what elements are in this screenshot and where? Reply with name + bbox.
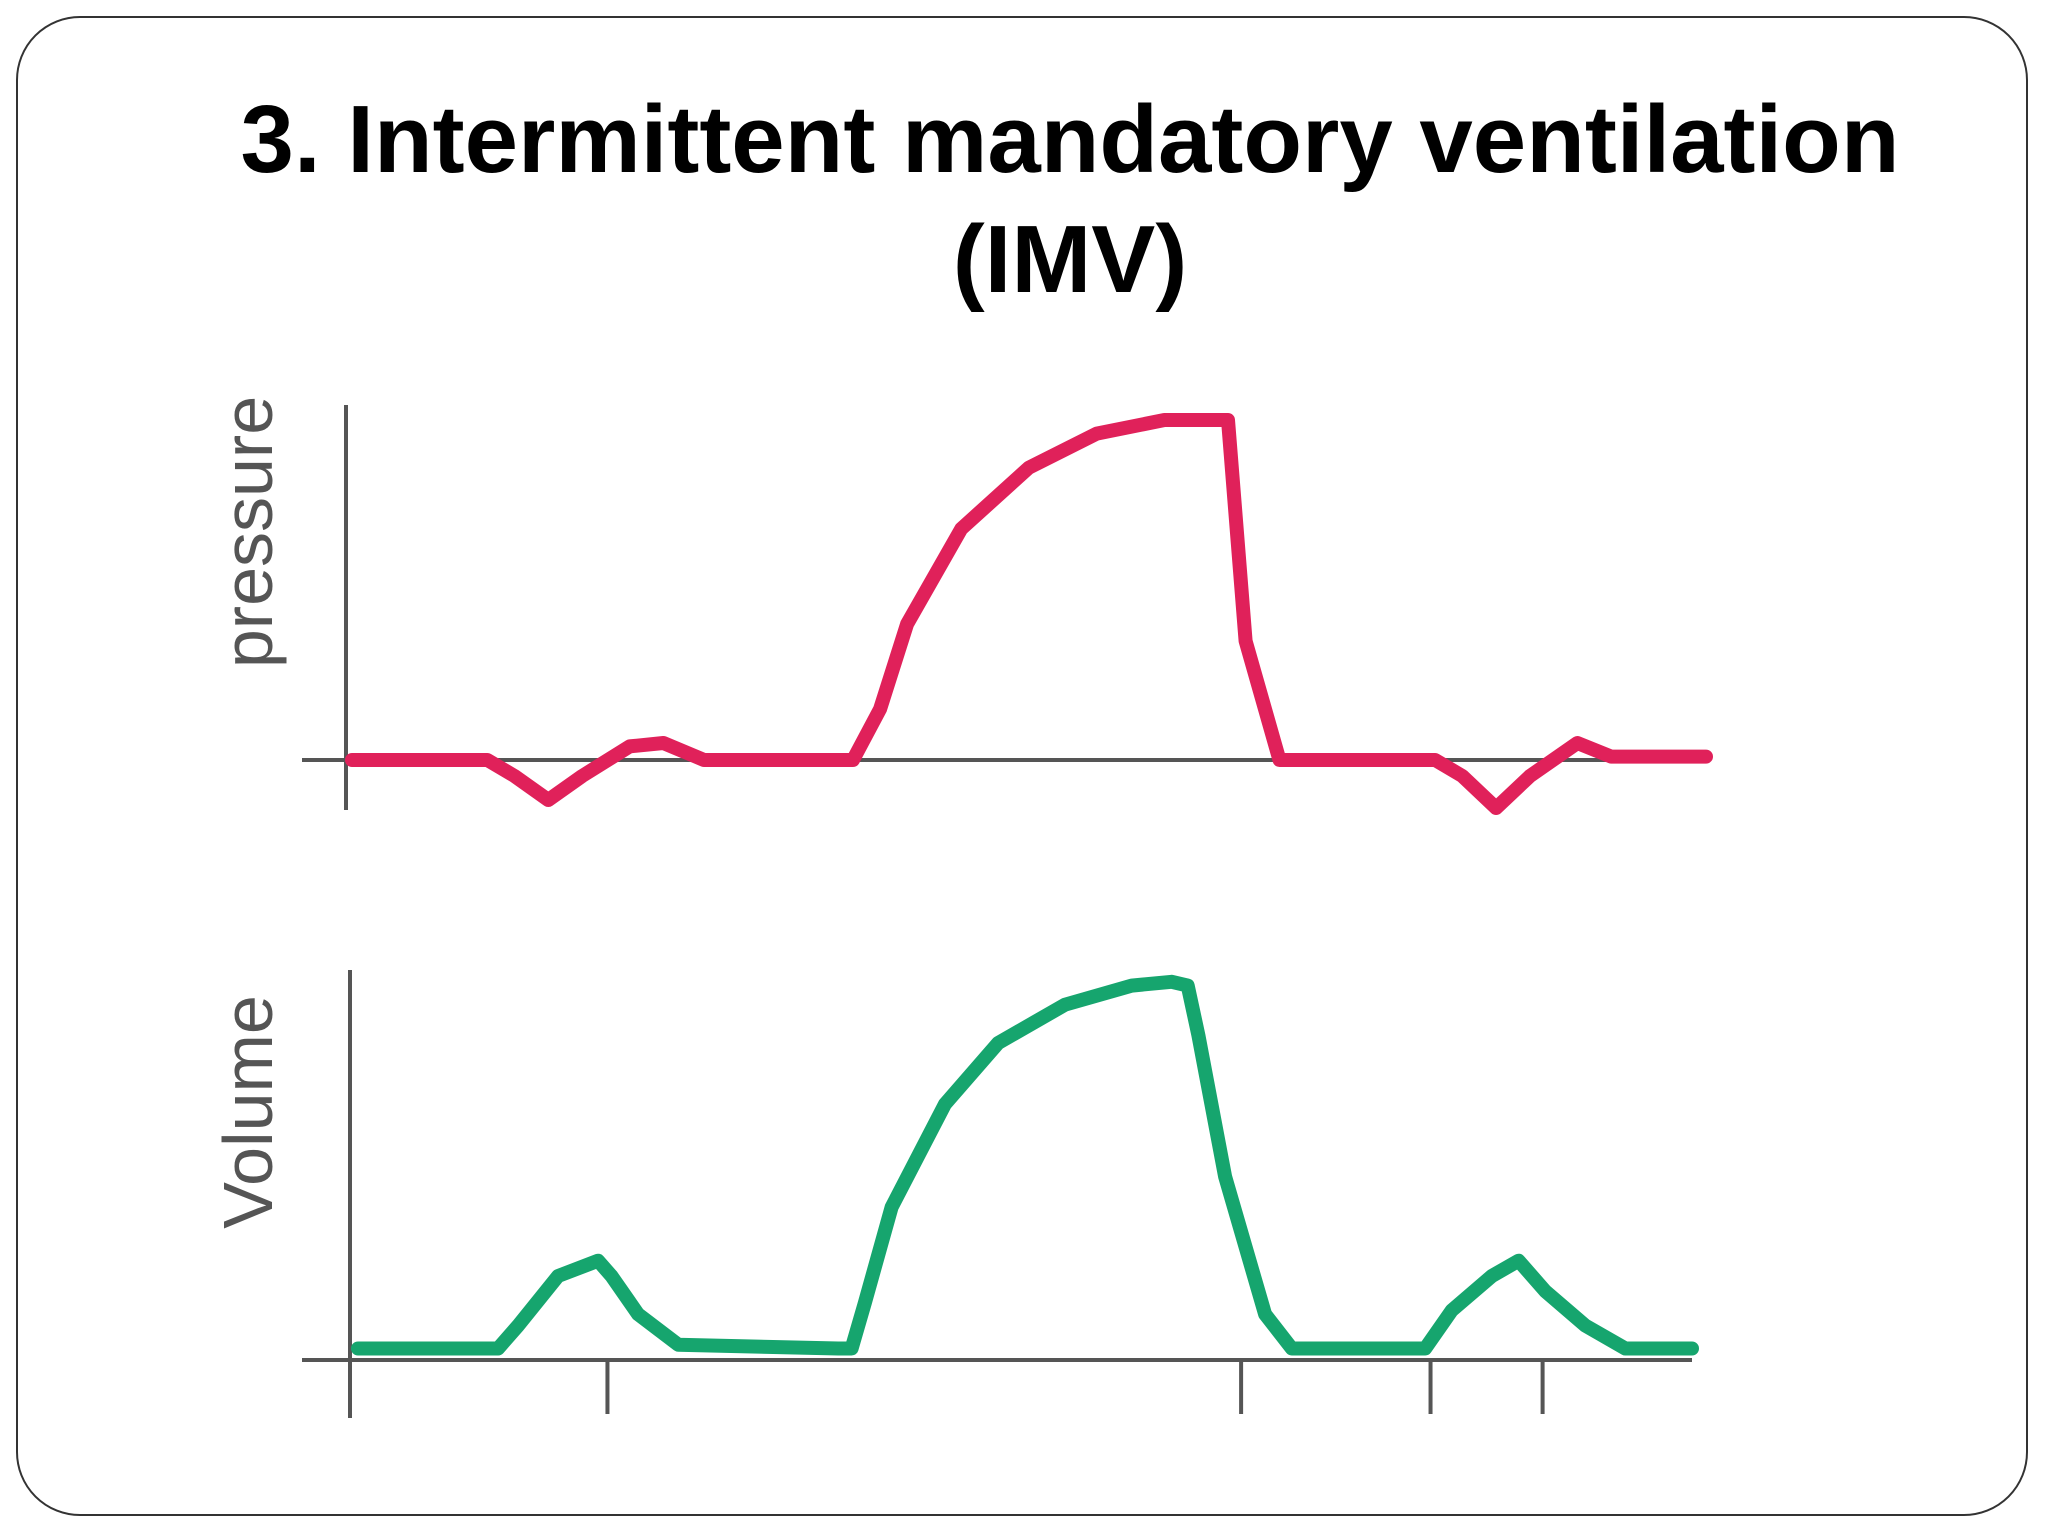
- volume-x-tick-marks: [605, 1362, 1545, 1414]
- pressure-chart: pressure: [209, 396, 1713, 815]
- pressure-series-line: [345, 413, 1713, 815]
- volume-y-axis-label: Volume: [209, 995, 287, 1228]
- volume-chart: Volume: [209, 970, 1699, 1418]
- slide-title-line-1: 3. Intermittent mandatory ventilation: [240, 86, 1900, 193]
- volume-series-line: [351, 974, 1699, 1356]
- slide-title-line-2: (IMV): [952, 206, 1188, 313]
- pressure-y-axis-label: pressure: [209, 396, 287, 668]
- slide-title: 3. Intermittent mandatory ventilation (I…: [0, 80, 2048, 320]
